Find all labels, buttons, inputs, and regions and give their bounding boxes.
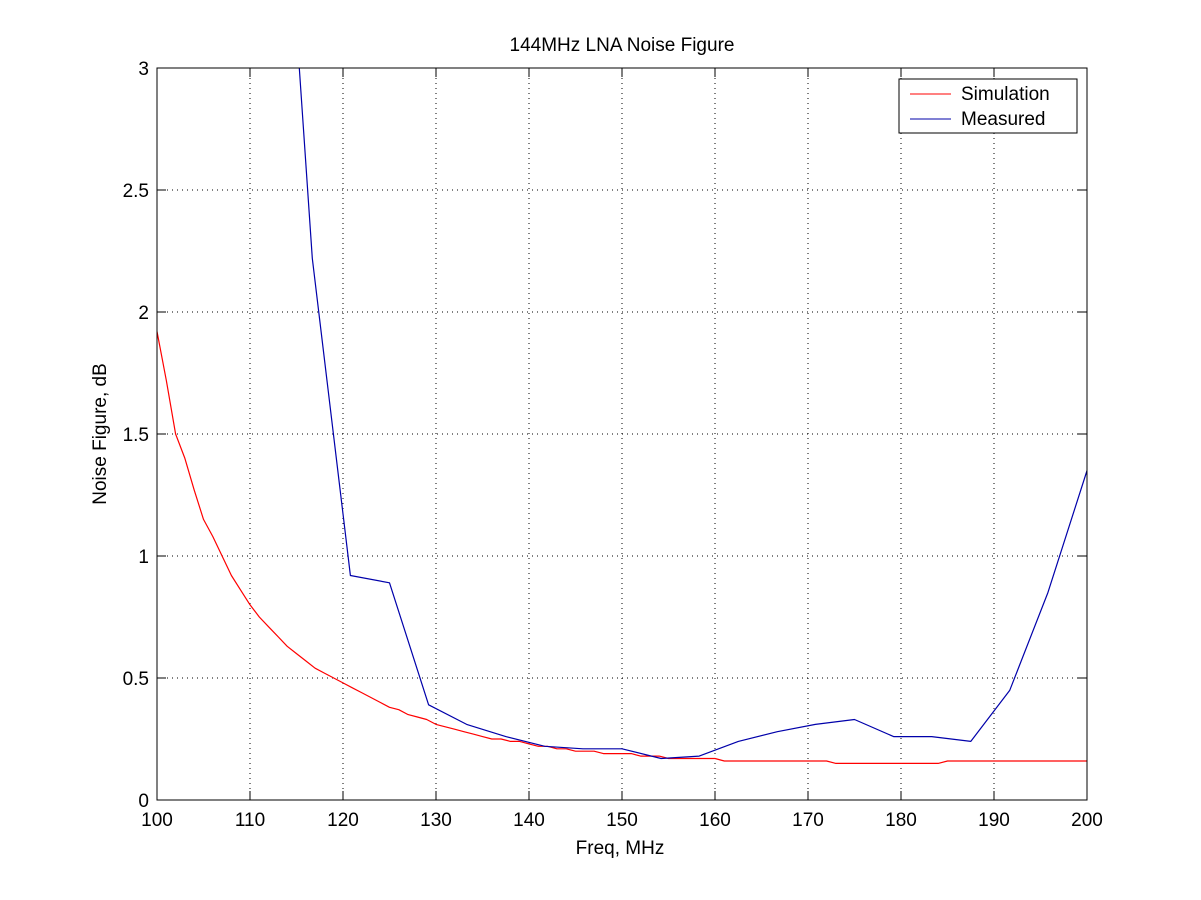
ticks: 100 110 120 130 140 150 160 170 180 190 200 0 0.5 1 1.… (123, 59, 1103, 831)
x-tick-label: 170 (792, 810, 824, 831)
x-tick-label: 140 (513, 810, 545, 831)
y-tick-label: 3 (138, 59, 149, 80)
legend-label-measured: Measured (961, 109, 1046, 130)
x-tick-label: 150 (606, 810, 638, 831)
y-axis-label: Noise Figure, dB (90, 363, 111, 505)
y-tick-label: 1.5 (123, 425, 149, 446)
x-tick-label: 130 (420, 810, 452, 831)
x-axis-label: Freq, MHz (576, 838, 665, 859)
x-tick-label: 120 (327, 810, 359, 831)
x-tick-label: 200 (1071, 810, 1103, 831)
y-tick-label: 2 (138, 303, 149, 324)
legend-box (898, 78, 1078, 134)
x-tick-label: 110 (235, 810, 265, 831)
series-line-measured (298, 68, 1087, 760)
x-tick-label: 160 (699, 810, 731, 831)
y-tick-label: 0 (138, 791, 149, 812)
y-tick-label: 2.5 (123, 181, 149, 202)
y-tick-label: 0.5 (123, 669, 149, 690)
series-line-simulation (157, 331, 1087, 765)
grid (157, 68, 1087, 800)
series-layer (157, 68, 1087, 765)
legend-label-simulation: Simulation (961, 84, 1050, 105)
x-tick-label: 180 (885, 810, 917, 831)
x-tick-label: 100 (141, 810, 173, 831)
y-tick-label: 1 (138, 547, 149, 568)
chart-title: 144MHz LNA Noise Figure (510, 35, 735, 56)
legend: Simulation Measured (898, 78, 1078, 134)
x-tick-label: 190 (978, 810, 1010, 831)
